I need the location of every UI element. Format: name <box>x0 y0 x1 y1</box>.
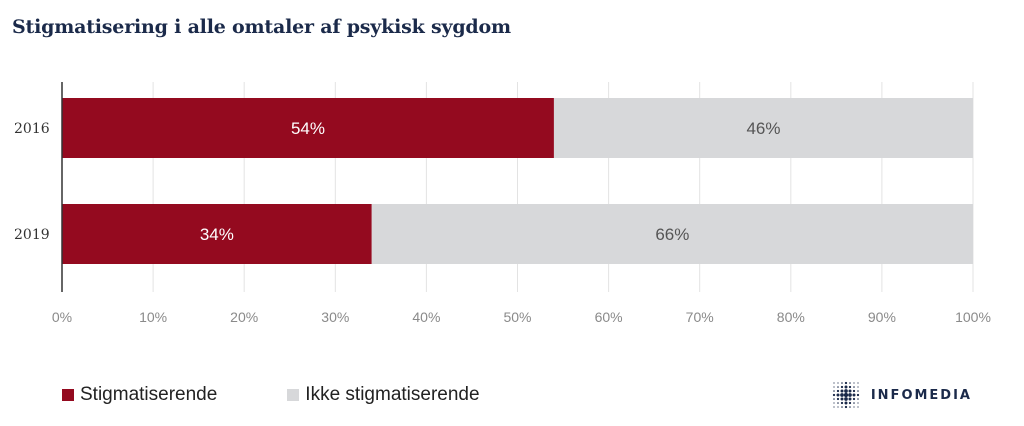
data-label: 46% <box>746 119 780 138</box>
data-label: 66% <box>655 225 689 244</box>
bar-2019-stigmatiserende <box>62 204 372 264</box>
x-tick-label: 10% <box>139 309 167 325</box>
x-tick-label: 0% <box>52 309 72 325</box>
legend-item-ikke-stigmatiserende: Ikke stigmatiserende <box>287 384 480 406</box>
legend-swatch-ikke-stigmatiserende <box>287 389 300 401</box>
x-tick-label: 90% <box>868 309 896 325</box>
chart-title: Stigmatisering i alle omtaler af psykisk… <box>12 16 511 38</box>
legend-label-ikke-stigmatiserende: Ikke stigmatiserende <box>305 384 480 405</box>
x-tick-label: 30% <box>321 309 349 325</box>
x-tick-label: 50% <box>503 309 531 325</box>
logo-text: INFOMEDIA <box>870 387 972 403</box>
y-category-label: 2016 <box>14 121 50 137</box>
data-label: 54% <box>291 119 325 138</box>
bar-2019-ikke-stigmatiserende <box>371 204 973 264</box>
legend: Stigmatiserende Ikke stigmatiserende <box>62 384 550 406</box>
legend-swatch-stigmatiserende <box>62 389 74 401</box>
x-tick-label: 100% <box>955 309 991 325</box>
bar-chart: 0% 10% 20% 30% 40% 50% 60% 70% 80% 90% 100% 54% 46% 2… <box>14 82 991 325</box>
infomedia-logo: INFOMEDIA <box>831 380 972 410</box>
bar-2016-stigmatiserende <box>62 98 554 158</box>
bar-2016-ikke-stigmatiserende <box>553 98 973 158</box>
infomedia-dot-logo-icon <box>832 381 859 409</box>
x-tick-label: 20% <box>230 309 258 325</box>
legend-item-stigmatiserende: Stigmatiserende <box>62 384 217 406</box>
x-tick-label: 60% <box>595 309 623 325</box>
x-tick-label: 70% <box>686 309 714 325</box>
y-category-label: 2019 <box>14 227 50 243</box>
x-tick-label: 80% <box>777 309 805 325</box>
x-tick-label: 40% <box>412 309 440 325</box>
legend-label-stigmatiserende: Stigmatiserende <box>80 384 218 405</box>
data-label: 34% <box>200 225 234 244</box>
